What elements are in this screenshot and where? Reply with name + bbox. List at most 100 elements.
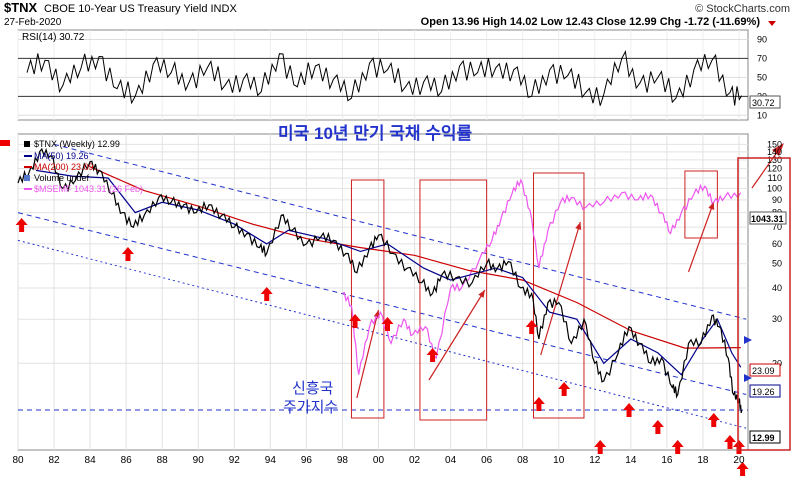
em-label-line2: 주가지수 — [283, 399, 338, 416]
highlight-box — [533, 172, 585, 419]
dropdown-icon[interactable] — [768, 21, 776, 26]
up-arrow-marker — [15, 218, 28, 232]
x-tick-label: 90 — [193, 455, 205, 466]
korean-title: 미국 10년 만기 국채 수익률 — [278, 124, 473, 143]
legend-price: $TNX (Weekly) 12.99 — [34, 139, 120, 149]
ma50-badge: 19.26 — [752, 387, 775, 397]
trend-arrow-head — [373, 310, 380, 318]
up-arrow-marker — [349, 314, 362, 328]
trend-arrow-head — [575, 222, 582, 230]
symbol-title: $TNX — [4, 0, 38, 15]
up-arrow-marker — [732, 440, 745, 454]
y-tick-label: 130 — [767, 155, 782, 165]
trend-arrow-head — [478, 290, 485, 298]
legend-msemf: $MSEMF 1043.31 (26 Feb) — [34, 184, 143, 194]
up-arrow-marker — [723, 435, 736, 449]
x-tick-label: 82 — [48, 455, 60, 466]
x-tick-label: 04 — [445, 455, 457, 466]
trend-arrow — [687, 201, 715, 273]
up-arrow-marker — [736, 462, 749, 476]
x-tick-label: 06 — [481, 455, 493, 466]
trend-arrow — [356, 309, 380, 399]
big-trend-arrow-head — [772, 143, 784, 156]
trend-arrow — [540, 221, 581, 356]
y-tick-label: 120 — [767, 164, 782, 174]
x-tick-label: 84 — [85, 455, 97, 466]
x-tick-label: 96 — [301, 455, 313, 466]
close-badge: 12.99 — [752, 433, 775, 443]
legend-ma200: MA(200) 23.09 — [34, 162, 94, 172]
x-tick-label: 92 — [229, 455, 241, 466]
y-tick-label: 20 — [772, 358, 782, 368]
x-tick-label: 98 — [337, 455, 349, 466]
rsi-tick-label: 50 — [757, 72, 767, 82]
highlight-box — [419, 179, 488, 421]
symbol-description: CBOE 10-Year US Treasury Yield INDX — [44, 3, 237, 15]
up-arrow-marker — [707, 413, 720, 427]
rsi-tick-label: 10 — [757, 110, 767, 120]
big-trend-arrow — [751, 147, 781, 189]
up-arrow-marker — [532, 397, 545, 411]
up-arrow-marker — [260, 287, 273, 301]
up-arrow-marker — [381, 317, 394, 331]
rsi-value-badge: 30.72 — [752, 98, 775, 108]
x-tick-label: 00 — [373, 455, 385, 466]
legend-ma50: MA(50) 19.26 — [34, 151, 89, 161]
price-line — [17, 147, 743, 414]
up-arrow-marker — [594, 440, 607, 454]
up-arrow-marker — [525, 320, 538, 334]
x-tick-label: 08 — [517, 455, 529, 466]
y-tick-label: 150 — [767, 139, 782, 149]
x-tick-label: 94 — [265, 455, 277, 466]
up-arrow-marker — [623, 403, 636, 417]
rsi-label: RSI(14) 30.72 — [22, 32, 85, 43]
right-highlight-box — [737, 157, 791, 451]
trend-arrow — [428, 289, 486, 381]
chart-date: 27-Feb-2020 — [4, 17, 62, 28]
x-tick-label: 18 — [697, 455, 709, 466]
ohlc-readout: Open 13.96 High 14.02 Low 12.43 Close 12… — [421, 16, 761, 28]
y-tick-label: 50 — [772, 259, 782, 269]
x-tick-label: 10 — [553, 455, 565, 466]
x-tick-label: 20 — [733, 455, 745, 466]
up-arrow-marker — [651, 420, 664, 434]
ma200-badge: 23.09 — [752, 366, 775, 376]
trend-arrow-head — [708, 202, 715, 210]
x-tick-label: 16 — [661, 455, 673, 466]
msemf-line — [342, 178, 742, 375]
y-tick-label: 140 — [767, 147, 782, 157]
y-tick-label: 90 — [772, 195, 782, 205]
price-panel: 1501401301201101009080706050403020 80828… — [0, 124, 791, 476]
y-tick-label: 40 — [772, 283, 782, 293]
x-tick-label: 80 — [12, 455, 24, 466]
up-arrow-marker — [558, 382, 571, 396]
x-tick-label: 88 — [157, 455, 169, 466]
trend-channel-line — [17, 212, 747, 395]
channel-end-marker — [744, 336, 752, 344]
em-label-line1: 신흥국 — [292, 379, 334, 397]
y-tick-label: 110 — [768, 173, 782, 183]
up-arrow-marker — [426, 348, 439, 362]
y-tick-label: 30 — [772, 314, 782, 324]
y-tick-label: 100 — [767, 183, 782, 193]
x-tick-label: 86 — [121, 455, 133, 466]
brand-label: © StockCharts.com — [695, 3, 790, 15]
ma200-line — [89, 166, 741, 349]
legend: $TNX (Weekly) 12.99 MA(50) 19.26 MA(200)… — [24, 139, 143, 194]
x-tick-label: 12 — [589, 455, 601, 466]
legend-volume: Volume undef — [34, 173, 90, 183]
trend-channel-line — [53, 143, 747, 320]
x-tick-label: 02 — [409, 455, 421, 466]
channel-end-marker — [744, 374, 752, 382]
highlight-box — [350, 179, 385, 419]
up-arrow-marker — [121, 247, 134, 261]
trend-channel-line — [17, 239, 747, 429]
left-edge-marker — [0, 140, 10, 146]
rsi-tick-label: 70 — [757, 53, 767, 63]
up-arrow-marker — [671, 440, 684, 454]
rsi-line — [26, 50, 743, 106]
rsi-tick-label: 90 — [757, 34, 767, 44]
y-tick-label: 70 — [772, 222, 782, 232]
y-tick-label: 60 — [772, 239, 782, 249]
